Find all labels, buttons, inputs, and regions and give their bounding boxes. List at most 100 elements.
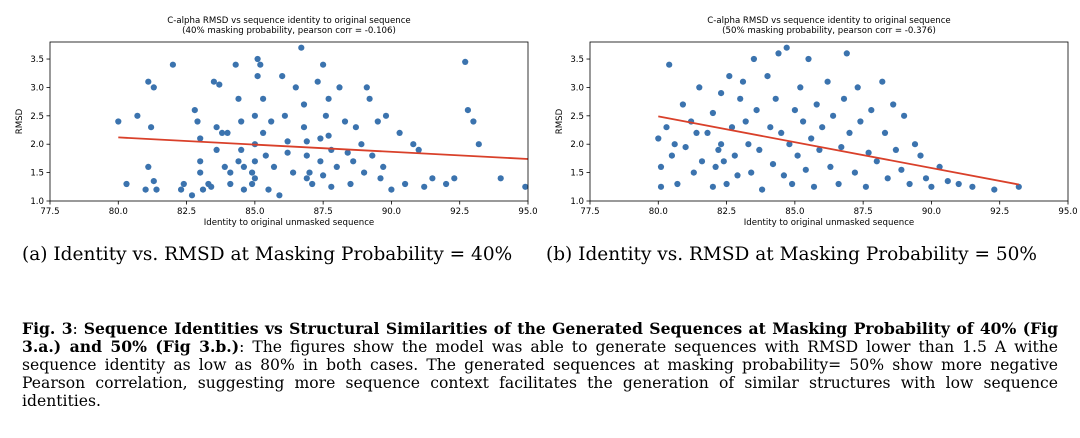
data-point: [800, 118, 807, 125]
data-point: [314, 78, 321, 85]
data-point: [199, 186, 207, 193]
data-point: [830, 112, 837, 119]
data-point: [764, 73, 771, 80]
data-point: [194, 118, 201, 125]
data-point: [655, 135, 662, 142]
x-tick-label: 95.0: [1058, 207, 1077, 217]
data-point: [522, 183, 529, 190]
data-point: [767, 124, 774, 131]
data-point: [780, 172, 787, 179]
data-point: [303, 175, 310, 182]
data-point: [1015, 183, 1022, 190]
data-point: [778, 129, 785, 136]
x-tick-label: 90.0: [382, 207, 401, 217]
data-point: [208, 183, 215, 190]
figure-body: The figures show the model was able to g…: [22, 338, 1058, 410]
data-point: [270, 163, 278, 170]
data-point: [142, 186, 149, 193]
y-axis-label: RMSD: [555, 108, 565, 134]
data-point: [347, 180, 354, 188]
data-point: [396, 129, 403, 136]
data-point: [854, 84, 861, 91]
x-tick-label: 77.5: [40, 207, 59, 217]
data-point: [410, 141, 417, 148]
data-point: [219, 129, 226, 136]
x-tick-label: 80.0: [109, 207, 128, 217]
data-point: [704, 129, 711, 136]
data-point: [238, 118, 245, 125]
data-point: [298, 44, 305, 51]
data-point: [827, 163, 834, 170]
data-point: [240, 186, 247, 193]
data-point: [262, 152, 269, 159]
figure-label-sep: :: [72, 320, 84, 338]
data-point: [753, 107, 760, 114]
data-point: [210, 78, 217, 85]
y-tick-label: 3.0: [570, 83, 584, 93]
data-point: [816, 146, 823, 153]
x-tick-label: 85.0: [785, 207, 804, 217]
data-point: [851, 169, 858, 176]
data-point: [917, 152, 924, 159]
x-tick-label: 82.5: [177, 207, 196, 217]
data-point: [153, 186, 160, 193]
x-tick-label: 92.5: [450, 207, 469, 217]
data-point: [197, 135, 204, 142]
data-point: [148, 124, 155, 131]
data-point: [497, 175, 504, 182]
data-point: [898, 166, 905, 173]
figure-label: Fig. 3: [22, 319, 73, 338]
x-axis-label: Identity to original unmasked sequence: [204, 218, 374, 228]
data-point: [884, 175, 891, 182]
trend-line: [118, 136, 529, 160]
data-point: [745, 141, 752, 148]
data-point: [718, 90, 725, 97]
data-point: [306, 169, 313, 176]
data-point: [309, 180, 316, 188]
data-point: [944, 178, 951, 185]
data-point: [254, 55, 261, 63]
data-point: [879, 78, 886, 85]
data-point: [213, 124, 220, 131]
data-point: [344, 149, 351, 156]
data-point: [470, 118, 477, 125]
data-point: [838, 144, 845, 151]
figure-caption: Fig. 3: Sequence Identities vs Structura…: [22, 319, 1058, 411]
data-point: [657, 183, 665, 190]
data-point: [197, 158, 204, 165]
data-point: [906, 180, 913, 188]
data-point: [421, 183, 428, 190]
data-point: [742, 118, 749, 125]
data-point: [341, 118, 349, 125]
data-point: [464, 107, 471, 114]
data-point: [380, 163, 387, 170]
data-point: [709, 109, 716, 117]
data-point: [320, 172, 327, 179]
y-tick-label: 1.5: [30, 169, 44, 179]
data-point: [846, 129, 853, 136]
data-point: [674, 180, 681, 188]
data-point: [363, 84, 370, 91]
data-point: [300, 124, 308, 131]
data-point: [290, 169, 297, 176]
data-point: [671, 141, 678, 148]
data-point: [810, 183, 818, 190]
data-point: [300, 101, 308, 108]
data-point: [786, 141, 793, 148]
data-point: [320, 61, 327, 68]
data-point: [254, 73, 261, 80]
data-point: [115, 118, 122, 125]
data-point: [666, 61, 673, 68]
data-point: [191, 107, 198, 114]
data-point: [350, 158, 357, 165]
data-point: [835, 180, 842, 188]
data-point: [451, 175, 458, 182]
data-point: [759, 186, 766, 193]
trend-line: [658, 115, 1020, 186]
data-point: [475, 141, 482, 148]
x-tick-label: 82.5: [717, 207, 736, 217]
data-point: [657, 163, 665, 170]
x-axis-label: Identity to original unmasked sequence: [744, 218, 914, 228]
scatter-chart-40: C-alpha RMSD vs sequence identity to ori…: [15, 16, 538, 228]
data-point: [775, 50, 782, 57]
